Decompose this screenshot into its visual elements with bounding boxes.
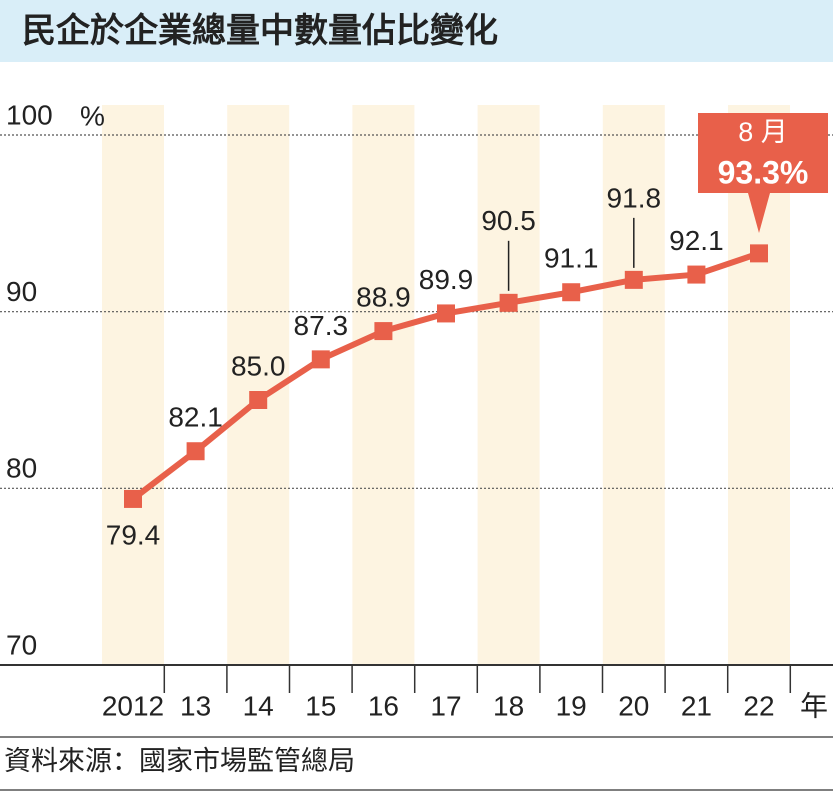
x-tick-label: 20 bbox=[618, 690, 649, 721]
x-tick-label: 14 bbox=[243, 690, 274, 721]
value-label: 91.8 bbox=[607, 182, 662, 213]
y-tick-label: 100 bbox=[6, 99, 53, 130]
band bbox=[602, 105, 665, 665]
band bbox=[477, 105, 540, 665]
value-label: 85.0 bbox=[231, 350, 286, 381]
marker bbox=[437, 304, 455, 323]
x-tick-label: 15 bbox=[305, 690, 336, 721]
band bbox=[352, 105, 415, 665]
marker bbox=[249, 391, 268, 409]
marker bbox=[499, 293, 518, 312]
x-tick-label: 2012 bbox=[102, 690, 164, 721]
chart-title: 民企於企業總量中數量佔比變化 bbox=[22, 11, 498, 50]
x-tick-label: 13 bbox=[180, 690, 211, 721]
marker bbox=[186, 442, 205, 461]
x-tick-label: 18 bbox=[493, 690, 524, 721]
marker bbox=[750, 244, 768, 263]
y-axis-label: % bbox=[80, 100, 105, 131]
x-tick-label: 17 bbox=[430, 690, 461, 721]
callout bbox=[698, 113, 828, 233]
band bbox=[102, 105, 164, 665]
value-label: 79.4 bbox=[106, 519, 161, 550]
value-label: 87.3 bbox=[294, 310, 349, 341]
x-tick-label: 16 bbox=[368, 690, 399, 721]
value-label: 88.9 bbox=[356, 281, 411, 312]
marker bbox=[124, 489, 142, 508]
y-tick-label: 80 bbox=[6, 453, 37, 484]
value-label: 93.3% bbox=[718, 154, 809, 190]
x-axis-label: 年 bbox=[800, 690, 828, 721]
bands bbox=[102, 105, 790, 665]
value-label: 91.1 bbox=[544, 243, 599, 274]
x-tick-label: 21 bbox=[681, 690, 712, 721]
x-tick-label: 19 bbox=[556, 690, 587, 721]
value-label: 82.1 bbox=[168, 402, 223, 433]
value-label: 89.9 bbox=[419, 264, 474, 295]
y-tick-label: 90 bbox=[6, 276, 37, 307]
x-tick-label: 22 bbox=[743, 690, 774, 721]
marker bbox=[374, 322, 393, 341]
y-tick-label: 70 bbox=[6, 629, 37, 660]
source: 資料來源：國家市場監管總局 bbox=[4, 746, 355, 776]
annotation: 8 月 bbox=[738, 117, 788, 147]
marker bbox=[311, 350, 330, 369]
value-label: 92.1 bbox=[669, 225, 724, 256]
marker bbox=[624, 270, 643, 289]
value-label: 90.5 bbox=[481, 205, 536, 236]
marker bbox=[687, 265, 706, 284]
marker bbox=[562, 283, 581, 302]
title-bar bbox=[0, 0, 833, 62]
